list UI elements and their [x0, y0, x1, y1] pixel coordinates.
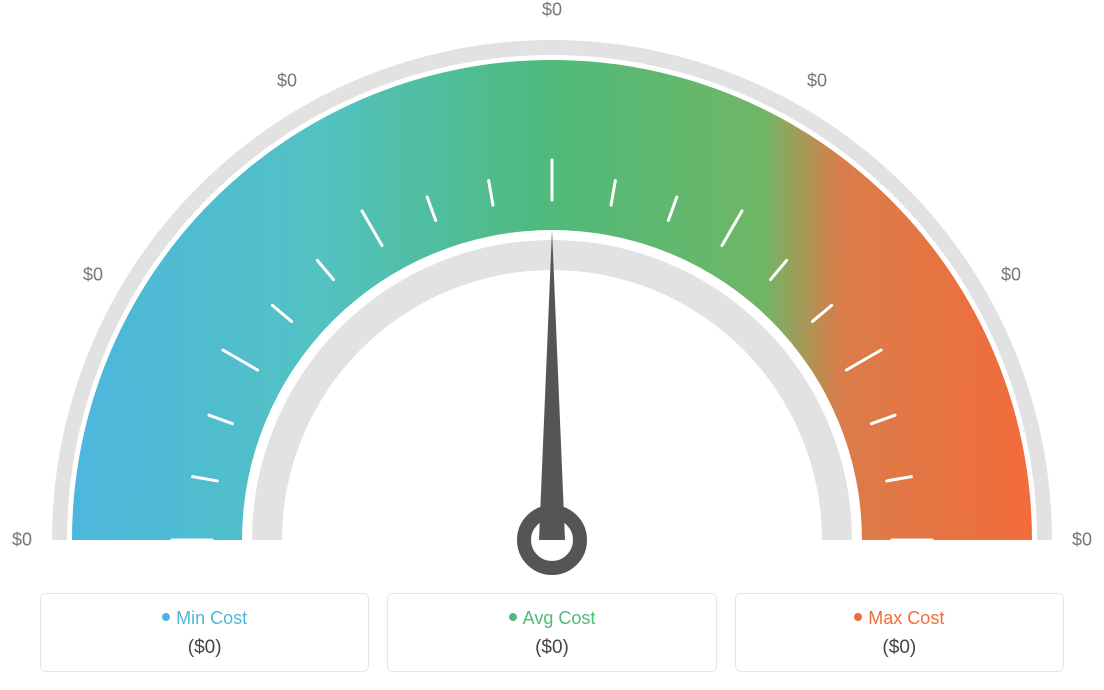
legend-label-min: Min Cost [176, 608, 247, 628]
legend-title-avg: Avg Cost [398, 608, 705, 629]
gauge-tick-label: $0 [83, 265, 103, 286]
legend-value-min: ($0) [51, 637, 358, 659]
legend-dot-min [162, 613, 170, 621]
legend-dot-max [854, 613, 862, 621]
legend-row: Min Cost ($0) Avg Cost ($0) Max Cost ($0… [40, 593, 1064, 672]
gauge-tick-label: $0 [807, 71, 827, 92]
legend-label-max: Max Cost [868, 608, 944, 628]
gauge-chart [0, 0, 1104, 580]
gauge-tick-label: $0 [1072, 530, 1092, 551]
legend-value-avg: ($0) [398, 637, 705, 659]
legend-card-min: Min Cost ($0) [40, 593, 369, 672]
gauge-tick-label: $0 [12, 530, 32, 551]
legend-dot-avg [509, 613, 517, 621]
gauge-tick-label: $0 [1001, 265, 1021, 286]
legend-card-max: Max Cost ($0) [735, 593, 1064, 672]
legend-title-min: Min Cost [51, 608, 358, 629]
legend-title-max: Max Cost [746, 608, 1053, 629]
legend-value-max: ($0) [746, 637, 1053, 659]
legend-label-avg: Avg Cost [523, 608, 596, 628]
gauge-area: $0 $0 $0 $0 $0 $0 $0 [0, 0, 1104, 560]
cost-gauge-container: $0 $0 $0 $0 $0 $0 $0 Min Cost ($0) Avg Cost ($… [0, 0, 1104, 690]
legend-card-avg: Avg Cost ($0) [387, 593, 716, 672]
gauge-tick-label: $0 [277, 71, 297, 92]
gauge-tick-label: $0 [542, 0, 562, 21]
